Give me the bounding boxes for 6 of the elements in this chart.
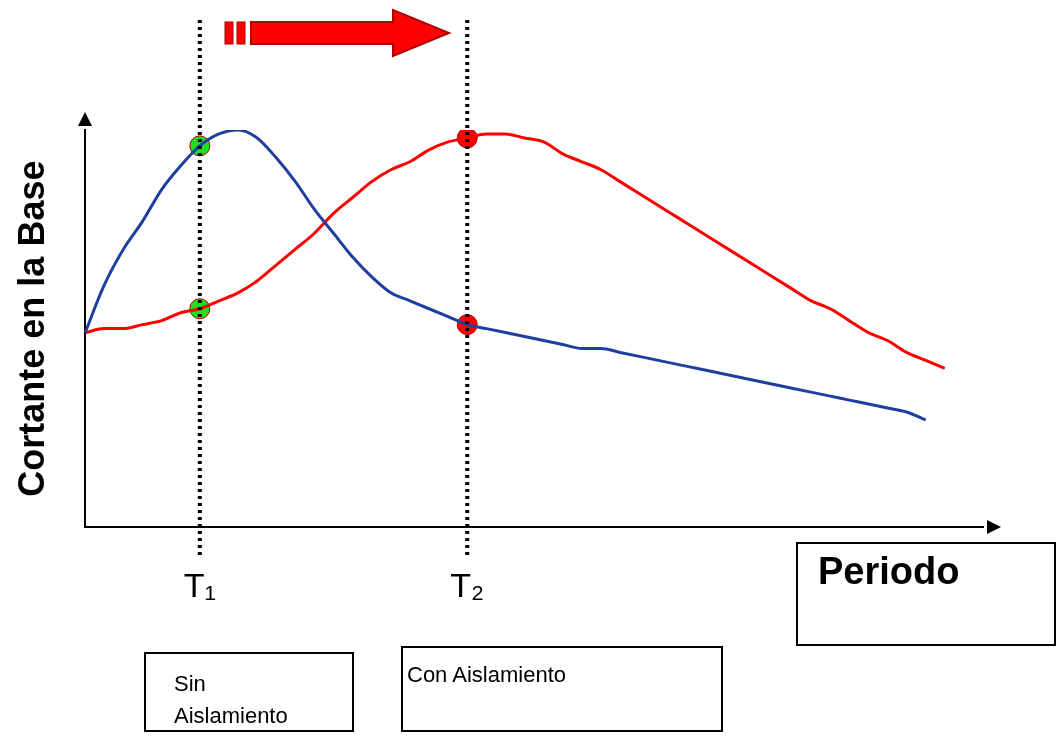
x-tick-label: T₁ [183, 565, 216, 604]
text: Sin Aislamiento [144, 652, 354, 732]
x-tick-label: T₂ [450, 565, 485, 604]
y-axis-title: Cortante en la Base [10, 160, 52, 497]
x-axis-title: Periodo [796, 542, 1056, 646]
text: Con Aislamiento [401, 646, 723, 732]
